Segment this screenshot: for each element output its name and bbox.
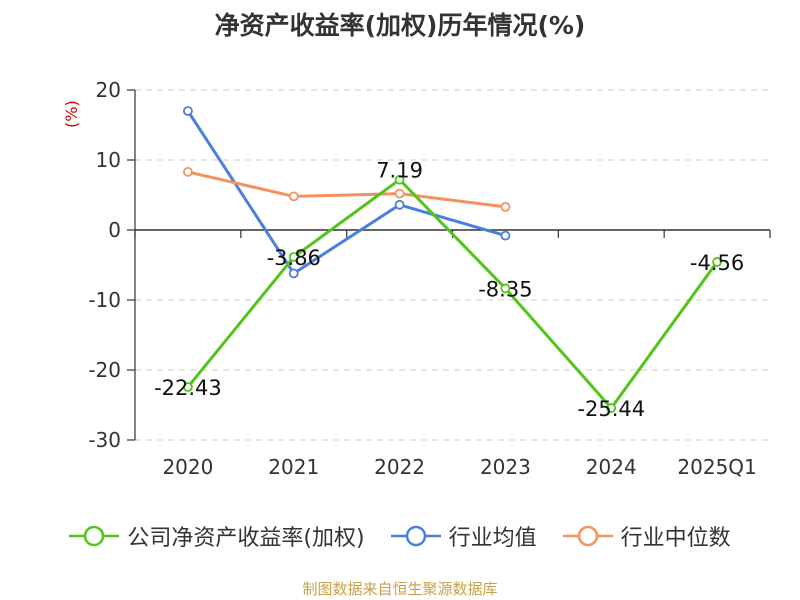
data-point — [606, 403, 617, 413]
legend: 公司净资产收益率(加权) 行业均值 行业中位数 — [0, 520, 800, 552]
data-point — [394, 199, 405, 210]
y-tick-label: -30 — [88, 428, 121, 452]
y-tick-label: 0 — [108, 218, 121, 242]
legend-label: 行业中位数 — [620, 526, 731, 551]
x-tick-label: 2023 — [480, 455, 531, 479]
legend-item-company[interactable]: 公司净资产收益率(加权) — [69, 520, 365, 552]
data-point — [500, 201, 511, 212]
x-tick-label: 2025Q1 — [677, 455, 756, 479]
data-point — [500, 283, 511, 294]
legend-label: 行业均值 — [448, 526, 537, 551]
y-tick-label: 20 — [96, 78, 121, 102]
data-point — [500, 230, 511, 241]
data-label: -3.86 — [267, 246, 321, 270]
data-point — [288, 191, 299, 202]
legend-swatch-icon — [562, 525, 613, 547]
y-tick-label: -20 — [88, 358, 121, 382]
x-tick-label: 2021 — [268, 455, 319, 479]
legend-item-industry-mean[interactable]: 行业均值 — [390, 520, 537, 552]
data-point — [288, 268, 299, 279]
y-tick-label: -10 — [88, 288, 121, 312]
x-tick-label: 2024 — [586, 455, 637, 479]
series-line — [186, 110, 506, 275]
x-tick-label: 2020 — [162, 455, 213, 479]
data-point — [183, 166, 193, 177]
legend-swatch-icon — [390, 525, 441, 547]
data-label: 7.19 — [376, 159, 423, 183]
data-label: -22.43 — [154, 376, 222, 400]
data-label: -4.56 — [690, 251, 744, 275]
series-line — [187, 170, 506, 209]
data-point — [394, 188, 405, 199]
chart-title: 净资产收益率(加权)历年情况(%) — [214, 11, 586, 40]
data-label: -25.44 — [577, 397, 645, 421]
data-point — [183, 106, 193, 116]
data-point — [712, 257, 722, 267]
data-source: 制图数据来自恒生聚源数据库 — [302, 580, 498, 598]
data-point — [394, 174, 405, 185]
legend-item-industry-median[interactable]: 行业中位数 — [562, 520, 731, 552]
legend-swatch-icon — [69, 525, 120, 547]
legend-label: 公司净资产收益率(加权) — [127, 526, 365, 551]
y-tick-label: 10 — [96, 148, 121, 172]
x-tick-label: 2022 — [374, 455, 425, 479]
series-line — [186, 178, 719, 410]
data-label: -8.35 — [478, 277, 532, 301]
data-point — [183, 382, 193, 392]
data-point — [288, 252, 299, 262]
